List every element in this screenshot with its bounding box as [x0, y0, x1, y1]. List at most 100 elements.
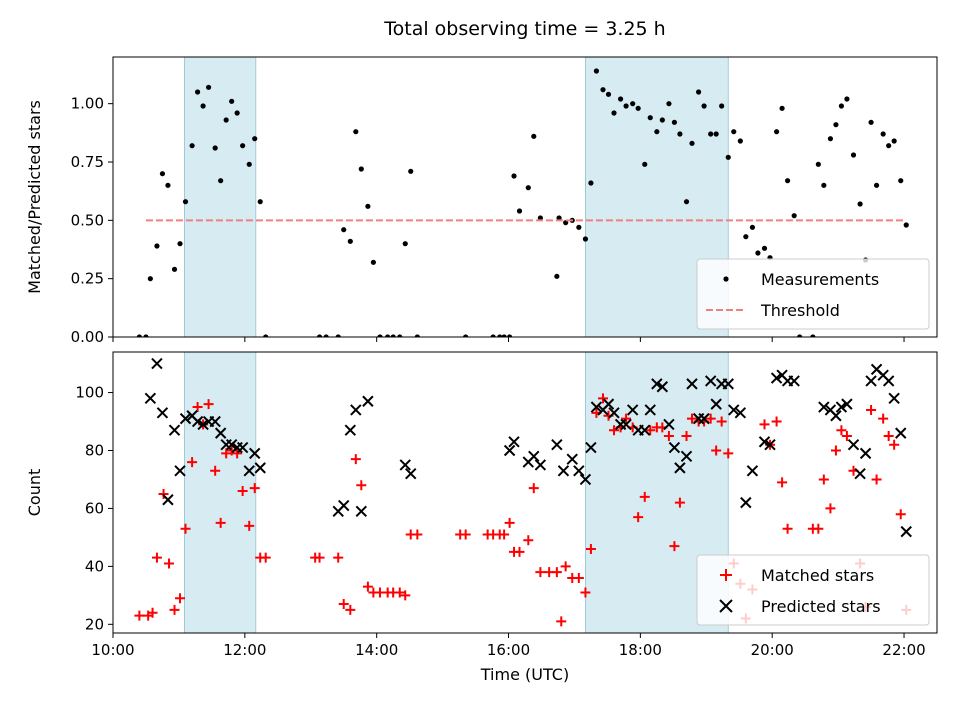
matched-star-point: [345, 604, 356, 615]
y-axis-label: Count: [25, 469, 44, 517]
matched-star-point: [215, 517, 226, 528]
predicted-star-point: [680, 450, 693, 462]
measurement-point: [886, 143, 892, 149]
predicted-star-point: [651, 378, 663, 390]
matched-star-point: [895, 509, 906, 520]
predicted-star-point: [644, 404, 656, 416]
matched-star-point: [585, 543, 596, 554]
matched-star-point: [777, 477, 788, 488]
matched-star-point: [878, 413, 889, 424]
matched-star-point: [523, 535, 534, 546]
measurement-point: [784, 178, 791, 184]
y-tick-label: 60: [85, 499, 104, 517]
matched-star-point: [681, 431, 692, 442]
legend-label: Threshold: [760, 301, 840, 320]
matched-star-point: [460, 529, 471, 540]
measurement-point: [556, 215, 562, 221]
predicted-star-point: [362, 395, 374, 407]
x-tick-label: 16:00: [487, 641, 530, 659]
measurement-point: [810, 334, 816, 337]
legend-marker-matched: [720, 569, 732, 581]
matched-star-point: [633, 512, 644, 523]
y-tick-label: 100: [75, 384, 104, 402]
predicted-star-point: [254, 462, 266, 474]
measurement-point: [725, 154, 731, 160]
measurement-point: [377, 334, 383, 337]
y-tick-label: 0.50: [71, 211, 104, 229]
measurement-point: [605, 91, 612, 97]
measurement-point: [873, 182, 880, 188]
measurement-point: [165, 182, 171, 188]
measurement-point: [815, 161, 821, 167]
x-axis-label: Time (UTC): [480, 665, 569, 684]
matched-star-point: [645, 425, 656, 436]
measurement-point: [408, 168, 414, 174]
matched-star-point: [134, 610, 145, 621]
legend-marker-predicted: [719, 599, 733, 613]
y-axis-label: Matched/Predicted stars: [25, 100, 44, 294]
predicted-star-point: [209, 415, 221, 428]
matched-star-point: [841, 431, 852, 442]
matched-star-point: [151, 552, 162, 563]
matched-star-point: [782, 523, 793, 534]
measurement-point: [737, 138, 743, 144]
predicted-star-point: [179, 412, 192, 425]
predicted-star-point: [639, 424, 651, 436]
y-tick-label: 1.00: [71, 95, 104, 113]
matched-star-point: [573, 572, 584, 583]
measurement-point: [531, 133, 537, 139]
measurement-point: [719, 103, 725, 109]
measurement-point: [844, 96, 850, 102]
measurement-point: [182, 199, 189, 205]
x-tick-label: 18:00: [619, 641, 662, 659]
measurement-point: [630, 101, 636, 107]
predicted-star-point: [399, 459, 411, 471]
matched-star-point: [514, 546, 525, 557]
measurement-point: [683, 199, 690, 205]
legend: Measurements Threshold: [696, 258, 930, 330]
measurement-point: [880, 131, 886, 137]
measurement-point: [171, 266, 178, 272]
measurement-point: [463, 334, 469, 337]
matched-star-point: [169, 604, 180, 615]
predicted-star-point: [710, 398, 722, 410]
measurement-point: [821, 182, 827, 188]
measurement-point: [827, 136, 834, 142]
matched-star-point: [210, 465, 221, 476]
x-tick-label: 12:00: [223, 641, 266, 659]
predicted-star-point: [508, 436, 520, 448]
predicted-star-point: [728, 404, 740, 416]
measurement-point: [755, 250, 761, 256]
measurement-point: [229, 98, 235, 104]
axes-frame: [112, 351, 938, 634]
measurement-point: [263, 334, 269, 337]
predicted-star-point: [656, 381, 669, 393]
matched-star-point: [883, 431, 894, 442]
measurement-point: [623, 103, 629, 109]
ratio-panel: 0.00 0.25 0.50 0.75 1.00 Matched/Predicted st…: [25, 18, 938, 346]
matched-star-point: [621, 413, 632, 424]
measurement-point: [516, 208, 523, 214]
count-panel: 10:00 12:00 14:00 16:00 18:00 20:00 22:00 20 40 6…: [25, 351, 938, 684]
predicted-star-point: [900, 525, 912, 538]
predicted-star-point: [698, 412, 710, 425]
measurement-point: [588, 180, 594, 186]
predicted-star-point: [746, 465, 759, 477]
measurement-point: [642, 161, 648, 167]
matched-star-point: [504, 517, 515, 528]
matched-star-point: [412, 529, 423, 540]
measurement-point: [316, 334, 323, 337]
predicted-star-point: [895, 427, 907, 439]
measurement-point: [749, 224, 756, 230]
matched-star-point: [164, 558, 175, 569]
matched-star-point: [192, 402, 203, 413]
predicted-star-point: [854, 467, 866, 480]
measurement-point: [713, 131, 719, 137]
matched-star-point: [147, 607, 158, 618]
predicted-star-point: [882, 375, 895, 387]
matched-star-point: [871, 474, 882, 485]
measurement-point: [147, 276, 153, 282]
predicted-star-point: [551, 438, 563, 451]
measurement-point: [136, 334, 142, 337]
matched-star-point: [350, 454, 361, 465]
